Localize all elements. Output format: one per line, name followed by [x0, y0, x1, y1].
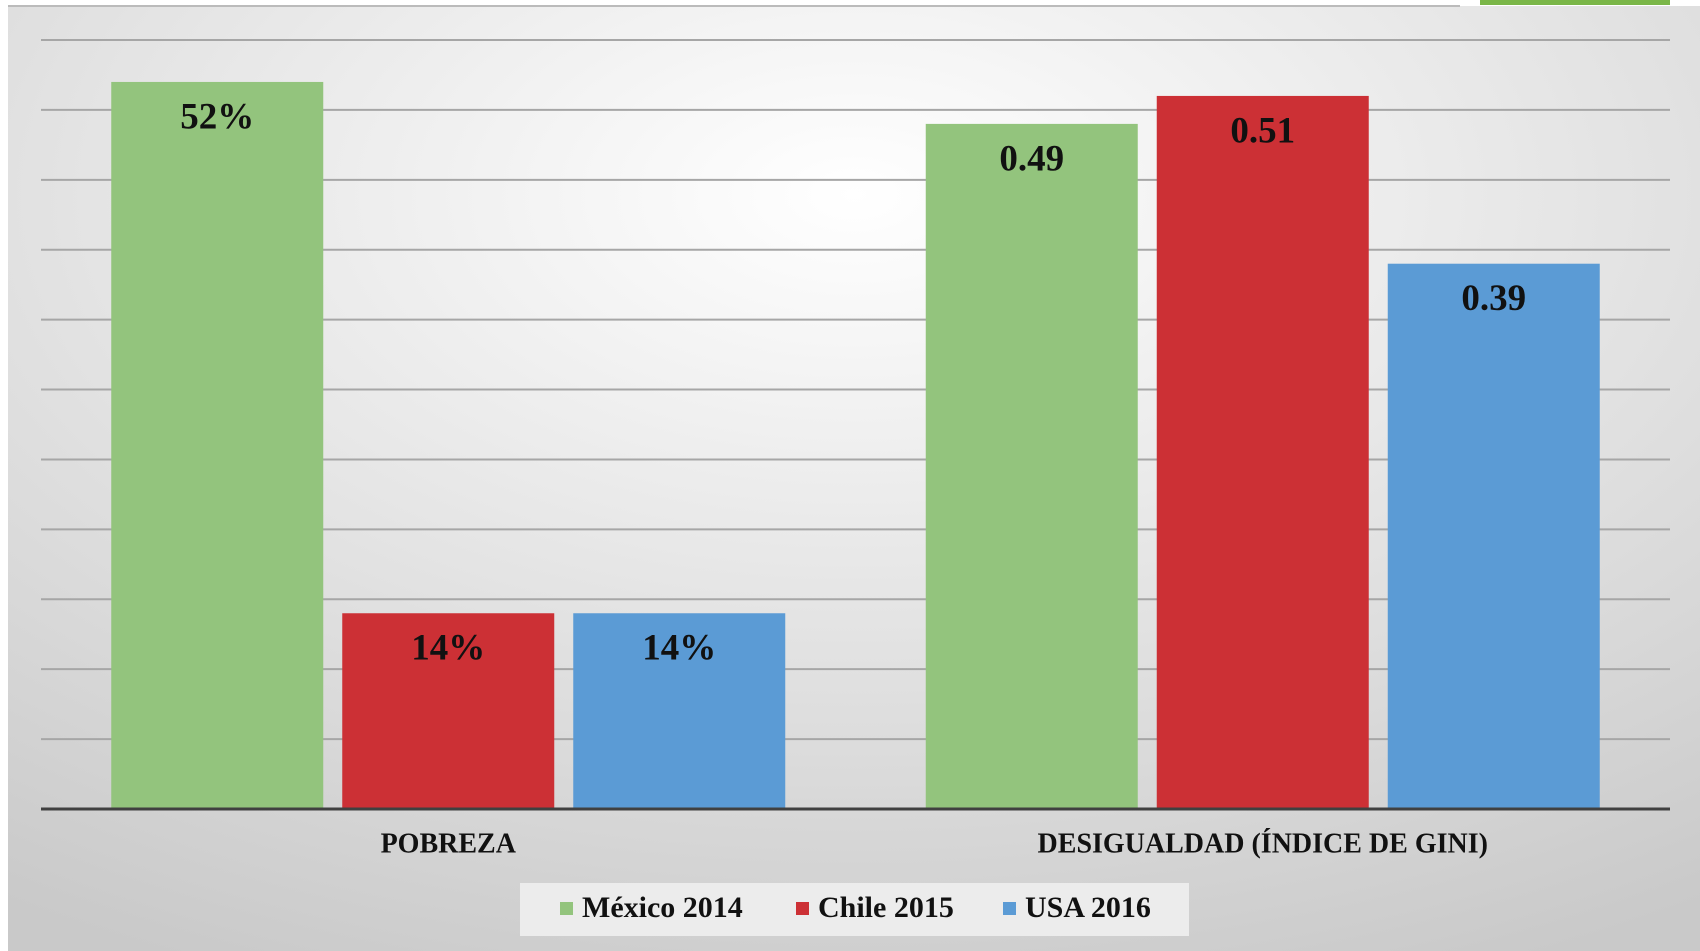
x-tick-label: POBREZA — [381, 828, 517, 859]
data-label: 14% — [642, 628, 716, 669]
data-label: 0.51 — [1230, 110, 1295, 151]
legend-swatch — [796, 902, 809, 915]
data-label: 0.39 — [1461, 278, 1526, 319]
x-tick-label: DESIGUALDAD (ÍNDICE DE GINI) — [1038, 828, 1488, 859]
data-label: 52% — [180, 96, 254, 137]
bar — [925, 123, 1138, 809]
bar — [573, 613, 786, 809]
legend-label: USA 2016 — [1025, 891, 1151, 924]
legend-swatch — [1003, 902, 1016, 915]
data-label: 0.49 — [999, 138, 1064, 179]
bar — [1156, 95, 1369, 810]
legend-label: Chile 2015 — [818, 891, 954, 924]
legend-box — [520, 883, 1189, 936]
legend-label: México 2014 — [582, 891, 743, 924]
bar — [1387, 263, 1600, 809]
data-label: 14% — [411, 628, 485, 669]
bar — [342, 613, 555, 809]
legend-swatch — [560, 902, 573, 915]
decoration — [1480, 0, 1670, 5]
bar — [111, 81, 324, 810]
